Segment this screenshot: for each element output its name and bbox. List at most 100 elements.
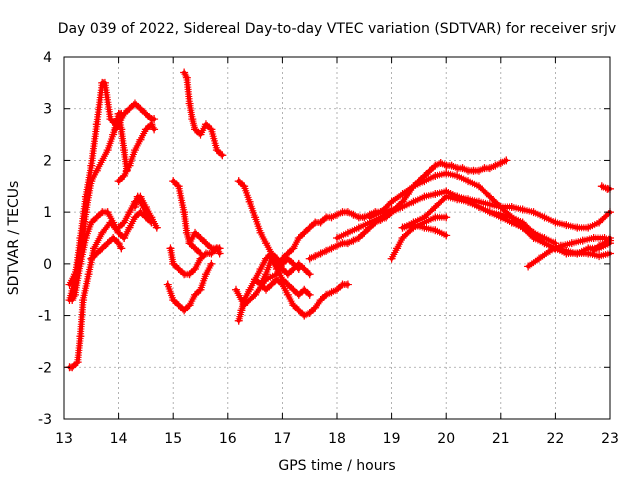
- x-axis-label: GPS time / hours: [278, 458, 395, 474]
- data-point: [474, 166, 483, 175]
- data-point: [180, 68, 189, 77]
- data-point: [125, 104, 134, 113]
- data-point: [595, 218, 604, 227]
- data-point: [283, 270, 292, 279]
- series-arc-31: [442, 187, 614, 232]
- x-tick-label: 17: [273, 431, 291, 447]
- data-point: [133, 192, 142, 201]
- data-point: [600, 239, 609, 248]
- data-point: [305, 290, 314, 299]
- data-point: [191, 244, 200, 253]
- x-tick-label: 15: [164, 431, 182, 447]
- data-point: [485, 164, 494, 173]
- series-arc-13: [169, 177, 205, 258]
- data-point: [442, 231, 451, 240]
- data-point: [333, 234, 341, 242]
- data-point: [256, 280, 265, 289]
- data-point: [507, 202, 516, 211]
- data-point: [120, 218, 129, 227]
- data-point: [485, 192, 494, 201]
- data-point: [278, 254, 287, 263]
- data-point: [387, 197, 396, 206]
- data-point: [496, 210, 505, 219]
- data-point: [84, 270, 93, 279]
- data-point: [147, 120, 156, 129]
- data-point: [114, 177, 123, 186]
- data-point: [294, 290, 303, 299]
- series-arc-04: [68, 208, 129, 305]
- data-point: [343, 208, 352, 217]
- data-point: [251, 213, 260, 222]
- data-point: [584, 249, 593, 258]
- data-point: [305, 308, 314, 317]
- data-point: [114, 239, 123, 248]
- data-point: [98, 156, 107, 165]
- data-point: [92, 249, 101, 258]
- data-point: [343, 280, 352, 289]
- data-point: [305, 270, 314, 279]
- data-point: [185, 270, 194, 279]
- data-point: [573, 223, 582, 232]
- series-arc-25: [442, 156, 511, 175]
- data-point: [256, 228, 265, 237]
- data-point: [300, 311, 309, 320]
- data-point: [464, 177, 473, 186]
- data-point: [185, 239, 194, 248]
- data-point: [283, 280, 292, 289]
- data-point: [322, 290, 331, 299]
- data-point: [420, 223, 429, 232]
- data-point: [573, 249, 582, 258]
- data-point: [354, 234, 363, 242]
- x-tick-label: 16: [219, 431, 237, 447]
- data-point: [322, 246, 331, 255]
- series-arc-08: [114, 120, 159, 186]
- series-arc-05: [87, 234, 126, 263]
- data-point: [234, 177, 243, 186]
- data-point: [425, 166, 434, 175]
- data-point: [196, 285, 205, 294]
- data-point: [393, 244, 402, 253]
- data-point: [130, 99, 139, 108]
- data-point: [333, 285, 341, 294]
- data-point: [431, 190, 440, 199]
- data-point: [545, 246, 554, 255]
- data-point: [150, 115, 159, 124]
- y-tick-label: 2: [43, 153, 52, 169]
- data-point: [207, 259, 216, 268]
- data-point: [130, 213, 139, 222]
- data-point: [256, 265, 265, 274]
- data-point: [300, 228, 309, 237]
- data-point: [98, 244, 107, 253]
- data-point: [92, 166, 101, 175]
- data-point: [117, 244, 126, 253]
- y-axis-label: SDTVAR / TECUs: [6, 181, 22, 296]
- series-arc-16: [185, 228, 224, 258]
- data-point: [207, 125, 216, 134]
- data-point: [125, 223, 134, 232]
- data-point: [92, 120, 101, 129]
- data-point: [540, 239, 549, 248]
- data-point: [551, 218, 560, 227]
- data-point: [496, 159, 505, 168]
- data-point: [130, 146, 139, 155]
- series-arc-12: [180, 68, 227, 160]
- data-point: [87, 177, 96, 186]
- data-point: [251, 275, 260, 284]
- data-point: [130, 202, 139, 211]
- data-point: [79, 296, 88, 305]
- data-point: [333, 210, 341, 219]
- data-point: [453, 171, 462, 180]
- data-point: [535, 254, 544, 263]
- y-tick-label: -2: [38, 360, 52, 376]
- data-point: [316, 249, 325, 258]
- y-tick-label: 3: [43, 102, 52, 118]
- data-point: [136, 104, 145, 113]
- data-point: [147, 218, 156, 227]
- data-point: [240, 182, 249, 191]
- data-point: [562, 246, 571, 255]
- data-point: [496, 202, 505, 211]
- data-point: [125, 161, 134, 170]
- data-point: [212, 244, 221, 253]
- data-point: [376, 208, 385, 217]
- data-point: [595, 252, 604, 261]
